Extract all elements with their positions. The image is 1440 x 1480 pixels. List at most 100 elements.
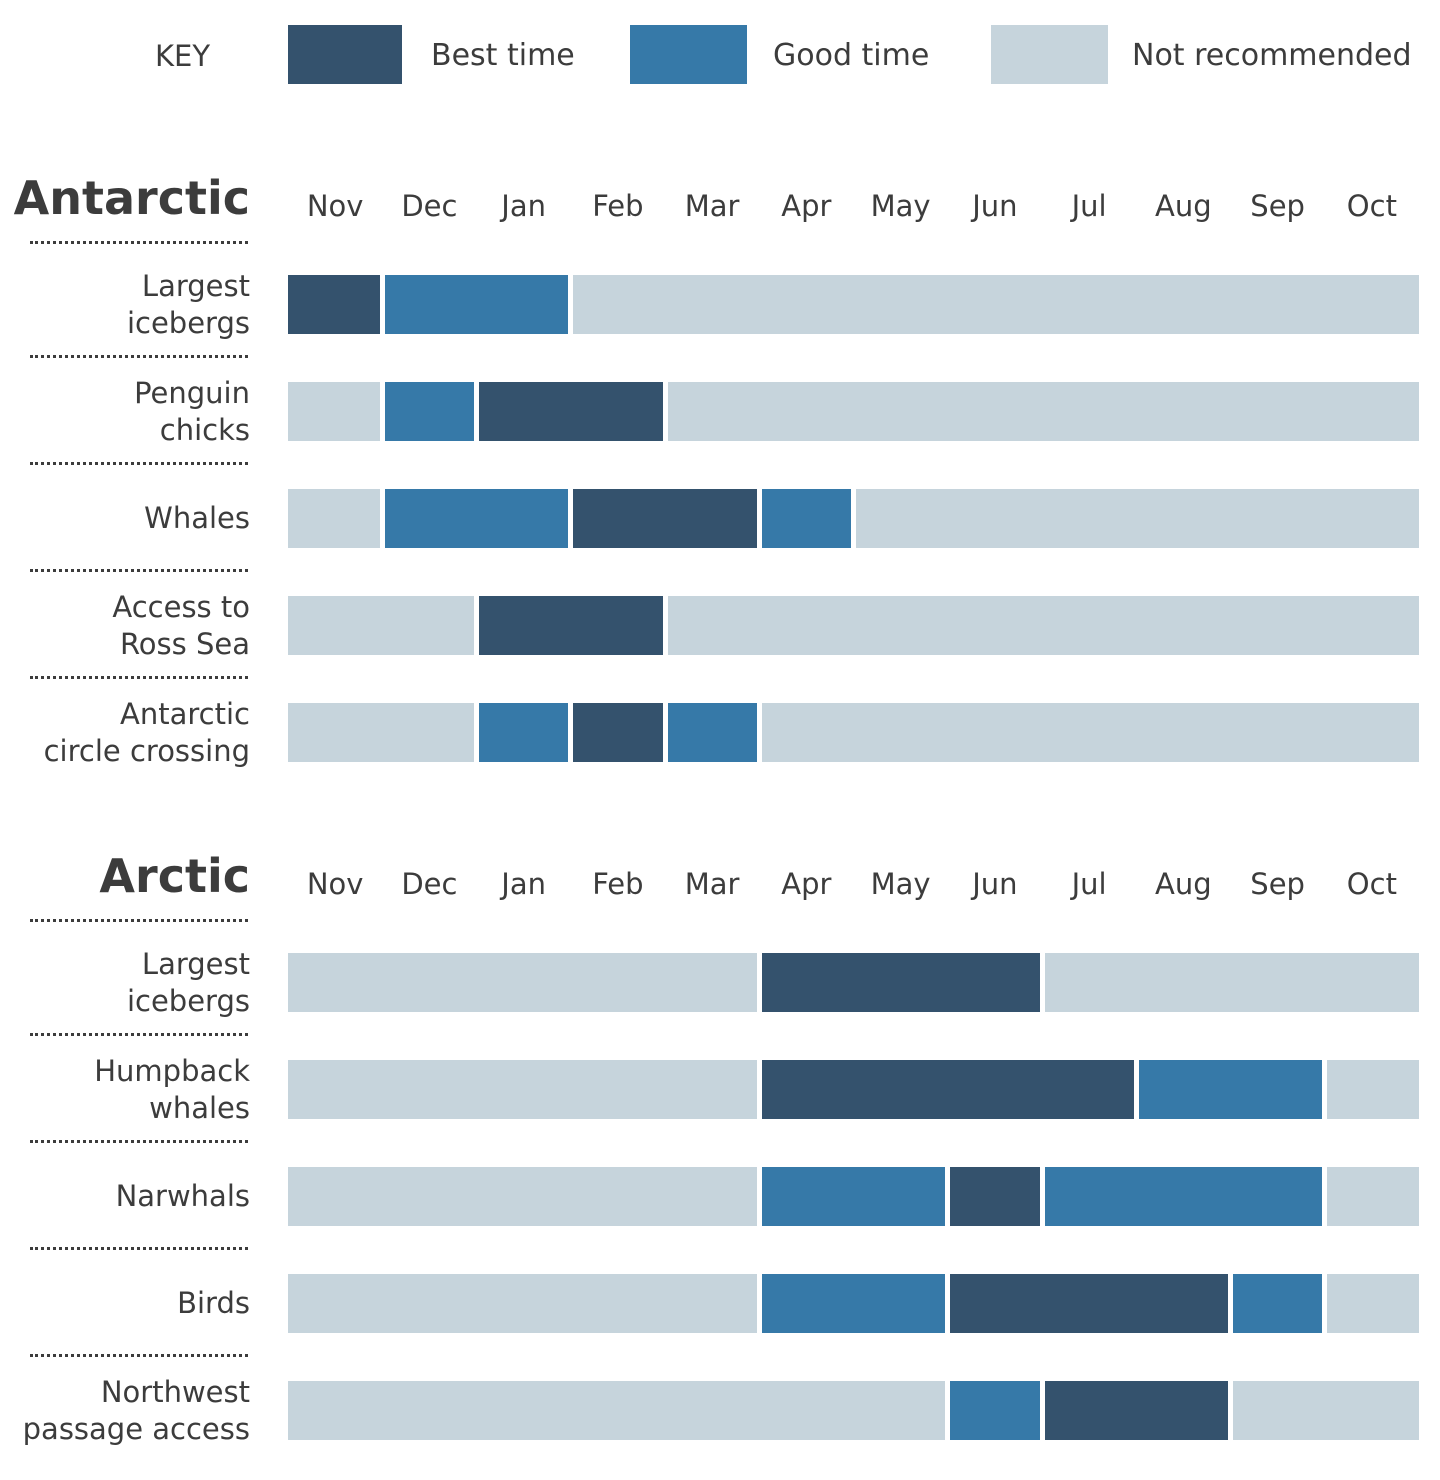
bar-segment-best — [950, 1274, 1228, 1333]
row-label-line: Birds — [177, 1286, 250, 1320]
row-label-line: Access to — [112, 589, 250, 624]
month-label-jun: Jun — [972, 867, 1018, 901]
row-label-line: Largest — [141, 268, 250, 303]
month-label-apr: Apr — [781, 867, 832, 901]
month-label-jul: Jul — [1071, 867, 1107, 901]
bar-row-arctic-1 — [288, 1060, 1419, 1119]
bar-segment-not — [667, 382, 1419, 441]
bar-segment-best — [573, 489, 757, 548]
legend-label-not: Not recommended — [1132, 38, 1412, 73]
bar-segment-good — [761, 1167, 946, 1226]
section-title-antarctic: Antarctic — [13, 171, 250, 225]
row-label-line: Narwhals — [115, 1179, 250, 1213]
bar-row-antarctic-4 — [288, 703, 1419, 762]
bar-segment-not — [573, 275, 1419, 334]
bar-row-arctic-4 — [288, 1381, 1419, 1440]
bar-segment-best — [950, 1167, 1040, 1226]
month-label-jun: Jun — [972, 189, 1018, 223]
month-label-oct: Oct — [1346, 189, 1397, 223]
bar-segment-not — [288, 489, 380, 548]
month-label-feb: Feb — [592, 867, 644, 901]
month-label-jan: Jan — [501, 189, 546, 223]
row-label: Birds — [0, 1259, 250, 1348]
bar-segment-not — [288, 1167, 757, 1226]
row-label-line: Northwest — [100, 1374, 250, 1409]
bar-segment-good — [1044, 1167, 1323, 1226]
bar-segment-not — [1327, 1274, 1419, 1333]
row-label-line: Ross Sea — [119, 626, 250, 661]
month-label-dec: Dec — [401, 867, 458, 901]
month-label-sep: Sep — [1250, 867, 1305, 901]
dotted-divider — [30, 1354, 248, 1357]
bar-segment-good — [761, 489, 851, 548]
row-label-line: whales — [149, 1090, 250, 1125]
dotted-divider — [30, 462, 248, 465]
row-label: Penguin chicks — [0, 367, 250, 456]
dotted-divider — [30, 676, 248, 679]
bar-segment-not — [288, 596, 474, 655]
legend-label-best: Best time — [431, 38, 575, 73]
bar-segment-good — [384, 489, 569, 548]
month-label-feb: Feb — [592, 189, 644, 223]
bar-segment-good — [1233, 1274, 1323, 1333]
bar-row-arctic-2 — [288, 1167, 1419, 1226]
month-label-apr: Apr — [781, 189, 832, 223]
bar-segment-not — [1327, 1167, 1419, 1226]
bar-row-antarctic-1 — [288, 382, 1419, 441]
row-label: Whales — [0, 474, 250, 563]
month-label-sep: Sep — [1250, 189, 1305, 223]
row-label: Humpback whales — [0, 1045, 250, 1134]
bar-segment-best — [479, 596, 663, 655]
bar-segment-best — [288, 275, 380, 334]
dotted-divider — [30, 569, 248, 572]
bar-segment-not — [288, 382, 380, 441]
month-label-aug: Aug — [1155, 867, 1212, 901]
bar-segment-not — [667, 596, 1419, 655]
bar-row-antarctic-2 — [288, 489, 1419, 548]
bar-row-antarctic-0 — [288, 275, 1419, 334]
row-label: Antarctic circle crossing — [0, 688, 250, 777]
dotted-divider — [30, 1033, 248, 1036]
month-label-dec: Dec — [401, 189, 458, 223]
section-title-arctic: Arctic — [99, 849, 250, 903]
bar-row-antarctic-3 — [288, 596, 1419, 655]
row-label-line: passage access — [22, 1411, 250, 1446]
dotted-divider — [30, 1247, 248, 1250]
bar-segment-not — [288, 953, 757, 1012]
bar-segment-best — [1044, 1381, 1228, 1440]
row-label-line: Whales — [144, 501, 250, 535]
row-label-line: Penguin — [134, 375, 250, 410]
bar-segment-good — [950, 1381, 1040, 1440]
bar-segment-not — [1327, 1060, 1419, 1119]
bar-segment-best — [573, 703, 663, 762]
legend-label-good: Good time — [773, 38, 930, 73]
row-label-line: Largest — [141, 946, 250, 981]
row-label-line: icebergs — [126, 983, 250, 1018]
row-label-line: circle crossing — [43, 733, 250, 768]
bar-segment-not — [288, 1381, 946, 1440]
dotted-divider — [30, 241, 248, 244]
row-label-line: Humpback — [94, 1053, 250, 1088]
bar-segment-good — [1138, 1060, 1323, 1119]
month-label-mar: Mar — [684, 189, 740, 223]
bar-segment-good — [384, 275, 569, 334]
row-label: Narwhals — [0, 1152, 250, 1241]
month-label-may: May — [870, 189, 931, 223]
month-label-jul: Jul — [1071, 189, 1107, 223]
bar-row-arctic-3 — [288, 1274, 1419, 1333]
bar-segment-best — [761, 1060, 1134, 1119]
row-label-line: chicks — [159, 412, 250, 447]
row-label: Largest icebergs — [0, 938, 250, 1027]
bar-segment-not — [1233, 1381, 1419, 1440]
row-label-line: icebergs — [126, 305, 250, 340]
bar-segment-good — [384, 382, 474, 441]
month-label-may: May — [870, 867, 931, 901]
bar-segment-not — [761, 703, 1419, 762]
bar-row-arctic-0 — [288, 953, 1419, 1012]
dotted-divider — [30, 1140, 248, 1143]
month-label-oct: Oct — [1346, 867, 1397, 901]
bar-segment-best — [761, 953, 1040, 1012]
month-label-mar: Mar — [684, 867, 740, 901]
bar-segment-not — [288, 1060, 757, 1119]
bar-segment-not — [1044, 953, 1419, 1012]
